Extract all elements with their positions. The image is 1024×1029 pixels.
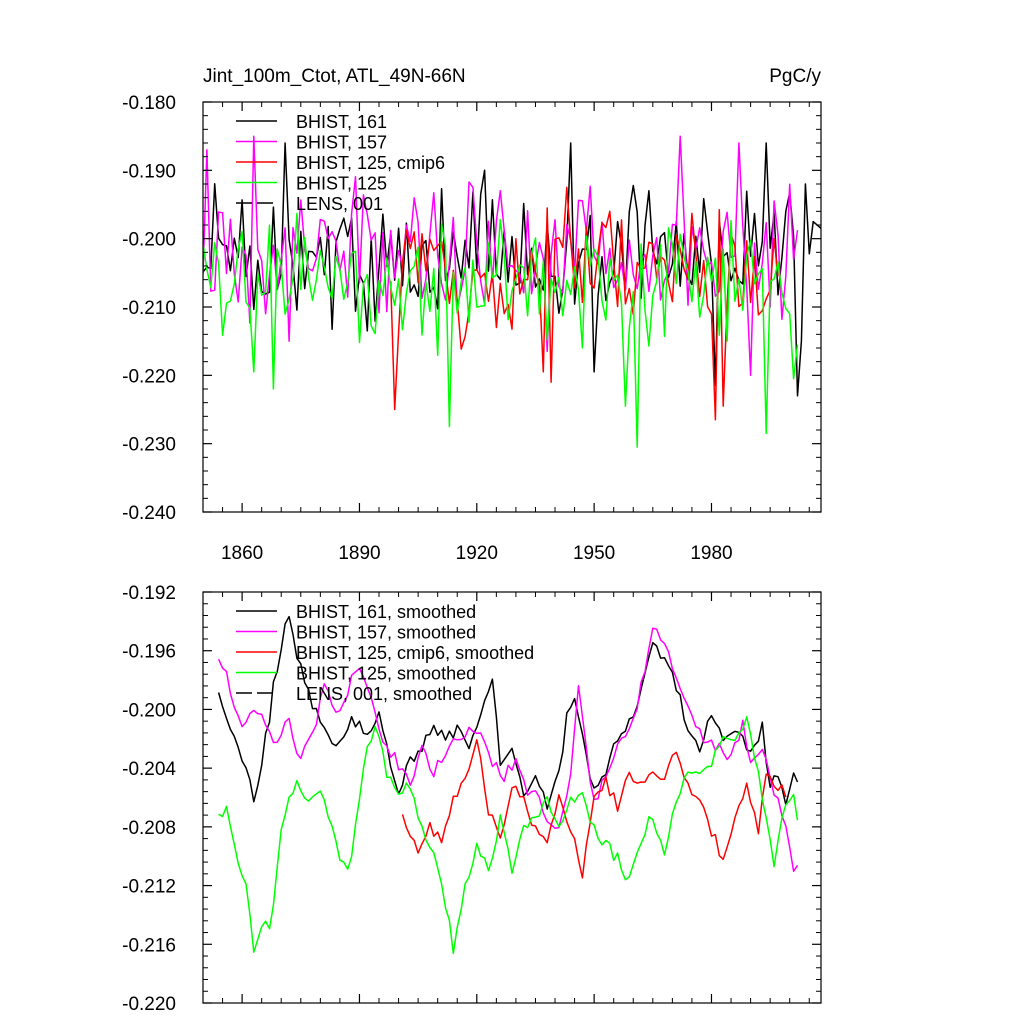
legend-label: BHIST, 157, smoothed <box>296 623 476 643</box>
legend-label: BHIST, 161, smoothed <box>296 602 476 622</box>
legend-label: BHIST, 125, cmip6 <box>296 153 445 173</box>
x-tick-label: 1950 <box>573 543 615 564</box>
title-right: PgC/y <box>769 66 821 87</box>
series-line-bottom-3 <box>218 716 799 955</box>
panel-top: -0.240 -0.230 -0.220 -0.210 -0.200 -0.190 -0.1… <box>122 93 822 564</box>
series-line-bottom-0 <box>217 615 799 810</box>
legend-label: BHIST, 125, smoothed <box>296 664 476 684</box>
x-tick-label: 1890 <box>338 543 380 564</box>
series-group-bottom <box>217 615 799 955</box>
y-tick-label: -0.190 <box>122 161 176 182</box>
legend-label: LENS, 001 <box>296 194 383 214</box>
legend-label: BHIST, 157 <box>296 133 387 153</box>
y-tick-label: -0.230 <box>122 435 176 456</box>
y-tick-label: -0.212 <box>122 877 176 898</box>
x-tick-label: 1920 <box>456 543 498 564</box>
y-tick-label: -0.240 <box>122 503 176 524</box>
y-tick-label: -0.220 <box>122 366 176 387</box>
y-tick-label: -0.204 <box>122 759 176 780</box>
title-left: Jint_100m_Ctot, ATL_49N-66N <box>203 66 466 87</box>
panel-bottom: -0.220 -0.216 -0.212 -0.208 -0.204 -0.200 -0.1… <box>122 583 822 1015</box>
legend-label: LENS, 001, smoothed <box>296 684 472 704</box>
series-group-top <box>203 135 821 448</box>
series-line-top-3 <box>203 212 799 448</box>
y-tick-label: -0.210 <box>122 298 176 319</box>
y-tick-label: -0.216 <box>122 935 176 956</box>
x-tick-label: 1860 <box>221 543 263 564</box>
y-tick-label: -0.180 <box>122 93 176 114</box>
series-line-top-1 <box>203 135 799 377</box>
legend-label: BHIST, 161 <box>296 112 387 132</box>
legend-label: BHIST, 125 <box>296 174 387 194</box>
y-tick-label: -0.208 <box>122 818 176 839</box>
y-tick-label: -0.196 <box>122 642 176 663</box>
series-line-bottom-1 <box>217 627 799 873</box>
y-tick-label: -0.192 <box>122 583 176 604</box>
y-tick-label: -0.220 <box>122 994 176 1015</box>
y-tick-label: -0.200 <box>122 230 176 251</box>
series-line-top-0 <box>203 142 821 397</box>
x-tick-label: 1980 <box>690 543 732 564</box>
y-tick-label: -0.200 <box>122 700 176 721</box>
plot-frame-bottom <box>202 591 822 1004</box>
series-line-bottom-2 <box>401 739 787 879</box>
legend-label: BHIST, 125, cmip6, smoothed <box>296 643 534 663</box>
